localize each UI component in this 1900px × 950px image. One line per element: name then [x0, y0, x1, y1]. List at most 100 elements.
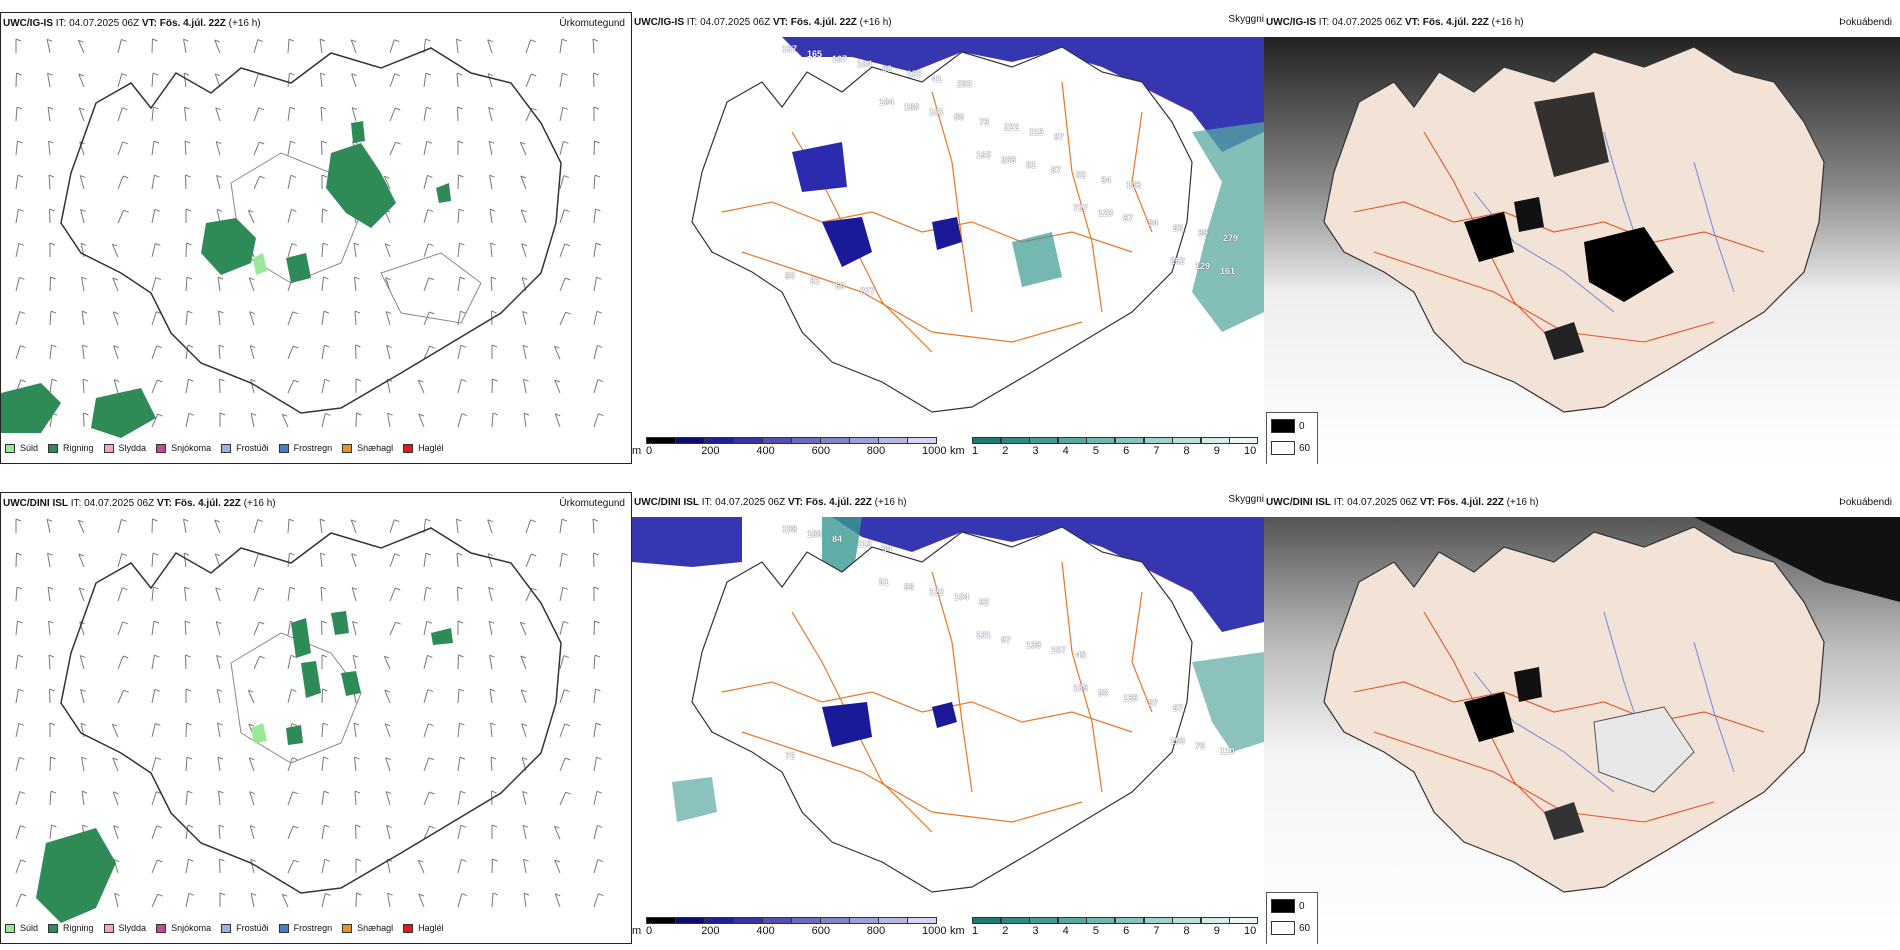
wind-barb: [593, 859, 599, 874]
wind-barb-flag: [562, 552, 568, 556]
precip-map: [1, 38, 604, 438]
rain-area: [286, 253, 311, 283]
wind-barb: [287, 655, 292, 670]
wind-barb-flag: [319, 38, 326, 42]
wind-barb: [117, 519, 122, 534]
fog-legend-swatch: [1271, 899, 1295, 913]
wind-barb: [423, 587, 427, 602]
wind-barb: [525, 519, 532, 534]
wind-barb: [15, 757, 20, 772]
wind-barb-flag: [394, 553, 400, 557]
wind-barb-flag: [187, 310, 193, 314]
wind-barb: [151, 655, 155, 670]
ceiling-colorbar: m 0 200 400 600 800 1000: [632, 437, 946, 457]
wind-barb: [287, 757, 293, 772]
wind-barb: [15, 655, 19, 670]
wind-barb: [287, 621, 291, 636]
wind-barb: [248, 277, 255, 292]
fog-map: [1264, 37, 1900, 464]
wind-barb: [457, 277, 461, 292]
wind-barb: [457, 208, 460, 224]
colorbar-segment: [1057, 437, 1087, 444]
wind-barb-flag: [122, 107, 128, 111]
wind-barb-flag: [321, 654, 328, 658]
wind-barb-flag: [282, 413, 288, 417]
wind-barb: [320, 553, 323, 568]
wind-barb: [423, 175, 428, 190]
drizzle-area: [253, 253, 267, 275]
legend-label: Snæhagl: [357, 923, 394, 933]
wind-barb-flag: [322, 242, 329, 246]
wind-barb-flag: [489, 688, 496, 692]
wind-barb-flag: [487, 39, 493, 43]
wind-barb: [423, 277, 430, 292]
wind-barb-flag: [249, 791, 255, 795]
wind-barb-flag: [155, 242, 161, 246]
colorbar-segment: [1000, 437, 1030, 444]
wind-barb-flag: [385, 723, 391, 727]
wind-barb-flag: [351, 73, 357, 77]
wind-barb-flag: [521, 243, 527, 247]
colorbar-segment: [1200, 437, 1230, 444]
wind-barb: [185, 791, 188, 806]
wind-barb: [151, 141, 155, 156]
ceiling-value-label: 34: [1101, 175, 1112, 185]
wind-barb: [151, 859, 158, 874]
wind-barb-flag: [49, 242, 56, 246]
wind-barb-flag: [15, 38, 22, 42]
wind-barb: [520, 689, 527, 704]
wind-barb-flag: [184, 106, 190, 110]
colorbar-segment: [820, 437, 850, 444]
wind-barb-flag: [563, 655, 570, 659]
wind-barb: [247, 690, 255, 704]
wind-barb-flag: [18, 208, 24, 212]
wind-barb-flag: [322, 722, 329, 726]
iceland-outline: [60, 47, 562, 414]
wind-barb-flag: [592, 38, 599, 42]
wind-barb: [249, 791, 255, 806]
wind-barb-flag: [157, 893, 163, 897]
wind-barb-flag: [395, 587, 401, 591]
wind-barb-flag: [522, 344, 529, 348]
wind-barb: [78, 553, 85, 568]
wind-barb: [184, 140, 187, 156]
wind-barb: [151, 175, 155, 190]
wind-barb: [117, 39, 122, 54]
wind-barb: [15, 345, 21, 360]
wind-barb-flag: [387, 412, 393, 416]
wind-barb: [522, 311, 527, 326]
wind-barb: [559, 277, 566, 292]
wind-barb-flag: [488, 106, 494, 110]
legend-swatch: [403, 443, 414, 453]
wind-barb: [559, 553, 563, 568]
wind-barb: [151, 723, 156, 738]
wind-barb-flag: [564, 243, 570, 247]
legend-swatch: [278, 443, 289, 453]
wind-barb: [418, 893, 425, 908]
wind-barb: [423, 73, 427, 88]
colorbar-tick-label: 1000: [922, 445, 947, 457]
wind-barb-flag: [554, 379, 560, 383]
wind-barb-flag: [426, 140, 433, 144]
colorbar-unit: km: [950, 925, 965, 937]
colorbar-segment: [675, 437, 705, 444]
wind-barb: [185, 379, 189, 394]
wind-barb: [593, 345, 598, 360]
wind-barb-flag: [594, 140, 600, 144]
wind-barb-flag: [79, 655, 86, 659]
legend-label: Haglél: [418, 923, 444, 933]
colorbar-segment: [878, 437, 908, 444]
ceiling-visibility-map: [691, 37, 1264, 413]
wind-barb: [15, 175, 19, 190]
wind-barb-flag: [461, 858, 467, 862]
wind-barb-flag: [460, 310, 466, 314]
wind-barb: [389, 587, 396, 602]
wind-barb: [281, 414, 289, 428]
wind-barb: [81, 311, 85, 326]
wind-barb: [385, 791, 391, 806]
wind-barb: [15, 825, 21, 840]
wind-barb-flag: [426, 106, 432, 110]
colorbar-segment: [704, 917, 734, 924]
wind-barb: [457, 757, 461, 772]
wind-barb-flag: [122, 141, 128, 145]
